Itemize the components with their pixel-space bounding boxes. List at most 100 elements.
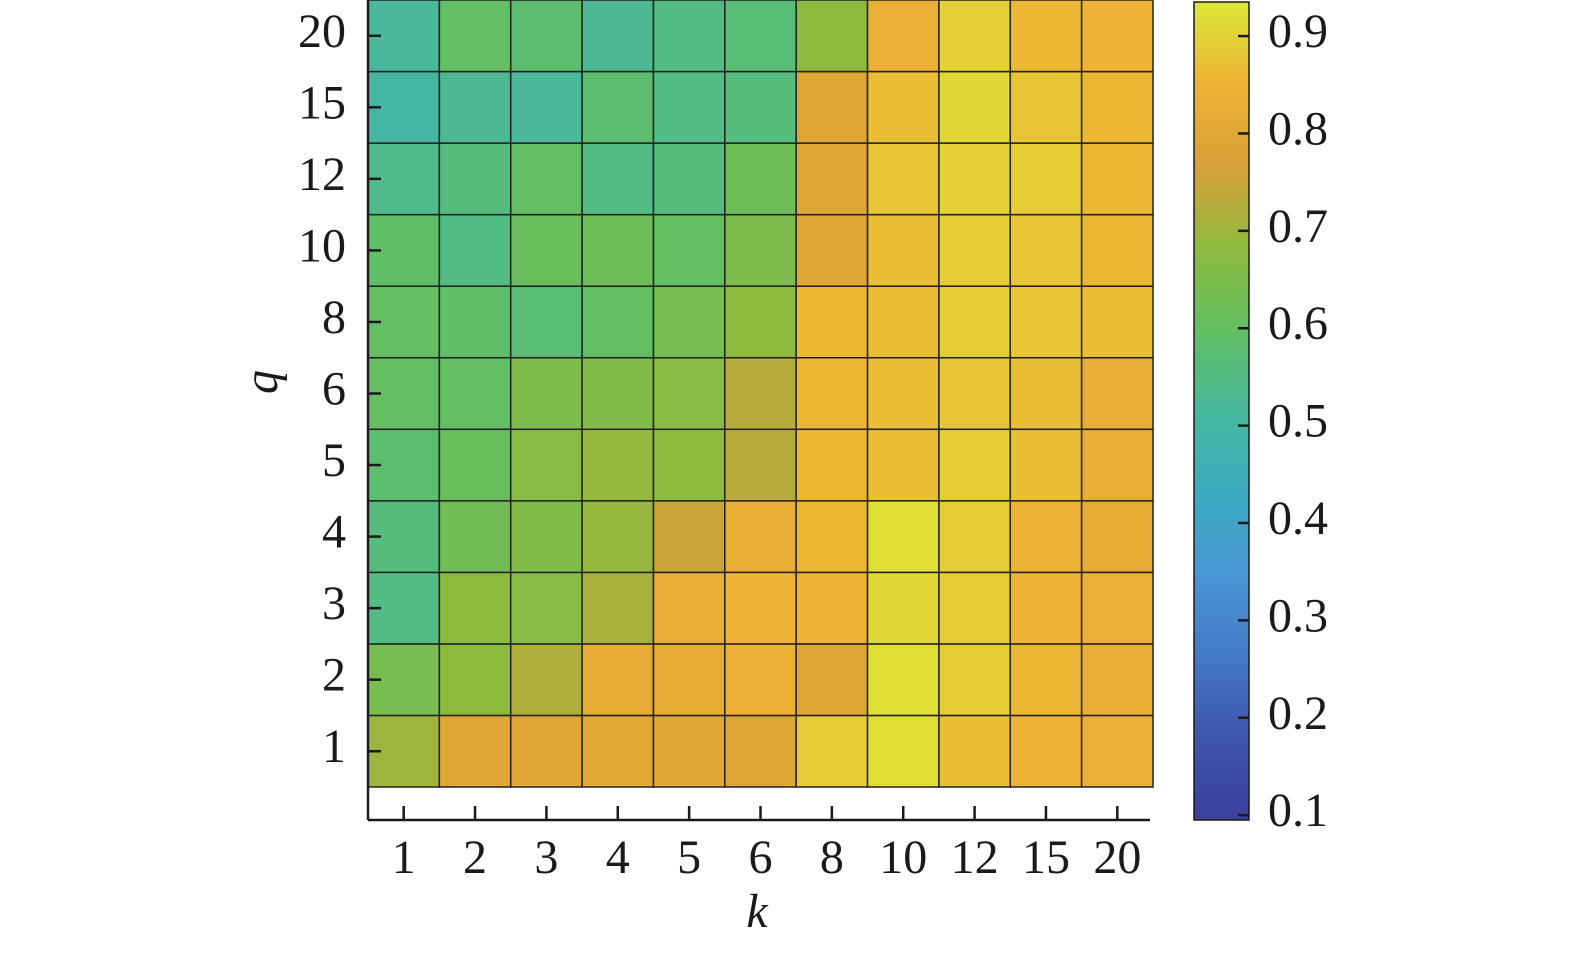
heatmap-cell bbox=[581, 285, 655, 359]
heatmap-cell bbox=[581, 428, 655, 502]
heatmap-cell bbox=[509, 356, 583, 431]
heatmap-cell bbox=[938, 213, 1012, 287]
x-tick-label: 10 bbox=[879, 831, 927, 884]
heatmap-cell bbox=[438, 714, 512, 788]
x-tick-label: 8 bbox=[820, 831, 844, 884]
heatmap-cell bbox=[724, 213, 797, 287]
x-axis-label: k bbox=[746, 885, 769, 938]
heatmap-cell bbox=[938, 0, 1012, 73]
y-tick-label: 1 bbox=[322, 720, 346, 773]
heatmap-cell bbox=[581, 213, 655, 287]
heatmap-cell bbox=[1009, 500, 1083, 574]
x-tick-label: 15 bbox=[1022, 831, 1070, 884]
heatmap-cell bbox=[938, 70, 1012, 144]
heatmap-cell bbox=[509, 428, 583, 502]
heatmap-cell bbox=[1080, 356, 1154, 431]
heatmap-cell bbox=[438, 643, 512, 717]
heatmap-cell bbox=[1009, 0, 1083, 73]
heatmap-cell bbox=[581, 356, 655, 431]
heatmap-cell bbox=[938, 500, 1012, 574]
heatmap-cell bbox=[509, 285, 583, 359]
heatmap-cell bbox=[1080, 643, 1154, 717]
heatmap-cell bbox=[652, 142, 726, 216]
x-tick-label: 4 bbox=[606, 831, 630, 884]
heatmap-cell bbox=[795, 356, 869, 431]
heatmap-cell bbox=[438, 70, 512, 144]
heatmap-cell bbox=[509, 70, 583, 144]
heatmap-cell bbox=[1009, 571, 1083, 645]
heatmap-cell bbox=[438, 0, 512, 73]
colorbar-tick-label: 0.9 bbox=[1268, 5, 1328, 58]
heatmap-cell bbox=[938, 714, 1012, 788]
heatmap-cell bbox=[438, 213, 512, 287]
heatmap-cell bbox=[724, 0, 797, 73]
heatmap-cell bbox=[866, 70, 940, 144]
heatmap-cell bbox=[1009, 142, 1083, 216]
colorbar-tick-label: 0.3 bbox=[1268, 589, 1328, 642]
heatmap-cell bbox=[652, 285, 726, 359]
heatmap-cell bbox=[866, 714, 940, 788]
heatmap-cell bbox=[938, 356, 1012, 431]
colorbar-tick-label: 0.2 bbox=[1268, 687, 1328, 740]
y-tick-label: 12 bbox=[298, 148, 346, 201]
heatmap-cell bbox=[1080, 428, 1154, 502]
heatmap-cell bbox=[438, 142, 512, 216]
y-tick-label: 2 bbox=[322, 649, 346, 702]
heatmap-cell bbox=[1080, 285, 1154, 359]
heatmap-cell bbox=[652, 213, 726, 287]
heatmap-cell bbox=[1080, 70, 1154, 144]
heatmap-cell bbox=[581, 0, 655, 73]
heatmap-cell bbox=[795, 70, 869, 144]
heatmap-cell bbox=[438, 428, 512, 502]
heatmap-cell bbox=[1080, 714, 1154, 788]
heatmap-cell bbox=[795, 571, 869, 645]
heatmap-cell bbox=[724, 285, 797, 359]
y-tick-label: 8 bbox=[322, 291, 346, 344]
heatmap-cell bbox=[1009, 643, 1083, 717]
x-tick-label: 20 bbox=[1093, 831, 1141, 884]
heatmap-cell bbox=[1009, 285, 1083, 359]
heatmap-cell bbox=[509, 500, 583, 574]
heatmap-cell bbox=[438, 356, 512, 431]
heatmap-cell bbox=[795, 643, 869, 717]
colorbar-tick-label: 0.8 bbox=[1268, 102, 1328, 155]
heatmap-cell bbox=[795, 213, 869, 287]
heatmap-cell bbox=[509, 571, 583, 645]
colorbar-tick-label: 0.5 bbox=[1268, 395, 1328, 448]
heatmap-cell bbox=[1009, 213, 1083, 287]
heatmap-cell bbox=[1009, 356, 1083, 431]
heatmap-cell bbox=[581, 714, 655, 788]
heatmap-cell bbox=[938, 428, 1012, 502]
heatmap-cell bbox=[581, 571, 655, 645]
heatmap-cell bbox=[866, 643, 940, 717]
heatmap-cell bbox=[652, 571, 726, 645]
heatmap-cell bbox=[866, 142, 940, 216]
heatmap-cell bbox=[938, 643, 1012, 717]
heatmap-cell bbox=[724, 500, 797, 574]
heatmap-cell bbox=[1009, 70, 1083, 144]
heatmap-cell bbox=[652, 500, 726, 574]
heatmap-cell bbox=[724, 356, 797, 431]
colorbar-tick-label: 0.1 bbox=[1268, 784, 1328, 837]
heatmap-cell bbox=[1080, 142, 1154, 216]
heatmap-cell bbox=[438, 571, 512, 645]
heatmap-cell bbox=[795, 714, 869, 788]
heatmap-cell bbox=[652, 0, 726, 73]
y-tick-label: 4 bbox=[322, 506, 346, 559]
y-tick-label: 5 bbox=[322, 434, 346, 487]
heatmap-cell bbox=[1080, 500, 1154, 574]
y-tick-label: 10 bbox=[298, 219, 346, 272]
heatmap-cell bbox=[866, 356, 940, 431]
heatmap-cell bbox=[795, 500, 869, 574]
heatmap-cell bbox=[509, 643, 583, 717]
heatmap-cell bbox=[652, 70, 726, 144]
heatmap-cell bbox=[1080, 213, 1154, 287]
heatmap-cell bbox=[724, 571, 797, 645]
heatmap-cell bbox=[581, 70, 655, 144]
heatmap-cell bbox=[652, 643, 726, 717]
heatmap-cell bbox=[724, 714, 797, 788]
colorbar-tick-label: 0.7 bbox=[1268, 200, 1328, 253]
x-tick-label: 1 bbox=[392, 831, 416, 884]
colorbar-tick-label: 0.6 bbox=[1268, 297, 1328, 350]
